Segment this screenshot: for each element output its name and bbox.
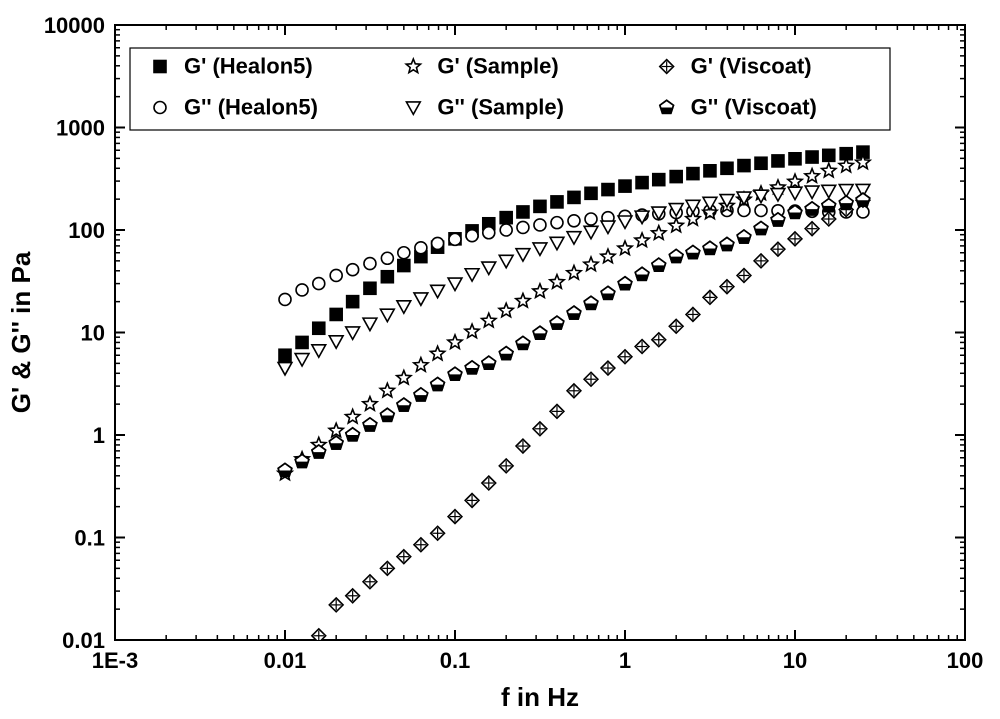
legend-label: G'' (Sample) bbox=[437, 95, 564, 120]
legend-label: G'' (Viscoat) bbox=[691, 95, 817, 120]
legend-label: G' (Viscoat) bbox=[691, 54, 812, 79]
legend: G' (Healon5) G' (Sample) G' (Viscoat) G'' (… bbox=[130, 48, 890, 130]
legend-label: G' (Healon5) bbox=[184, 54, 313, 79]
y-tick-label: 1 bbox=[93, 423, 105, 448]
x-tick-label: 0.01 bbox=[264, 648, 307, 673]
y-tick-label: 10000 bbox=[44, 13, 105, 38]
y-tick-label: 1000 bbox=[56, 116, 105, 141]
legend-label: G' (Sample) bbox=[437, 54, 558, 79]
y-tick-label: 0.01 bbox=[62, 628, 105, 653]
y-tick-label: 10 bbox=[81, 321, 105, 346]
y-tick-label: 0.1 bbox=[74, 526, 105, 551]
y-axis-label: G' & G'' in Pa bbox=[6, 251, 36, 413]
y-tick-label: 100 bbox=[68, 218, 105, 243]
rheology-chart: 1E-30.010.11101000.010.1110100100010000 … bbox=[0, 0, 1000, 719]
x-tick-label: 10 bbox=[783, 648, 807, 673]
data-series-group bbox=[278, 146, 870, 643]
x-tick-label: 1 bbox=[619, 648, 631, 673]
legend-label: G'' (Healon5) bbox=[184, 95, 318, 120]
x-tick-label: 0.1 bbox=[440, 648, 471, 673]
x-axis-label: f in Hz bbox=[501, 682, 579, 712]
x-tick-label: 100 bbox=[947, 648, 984, 673]
